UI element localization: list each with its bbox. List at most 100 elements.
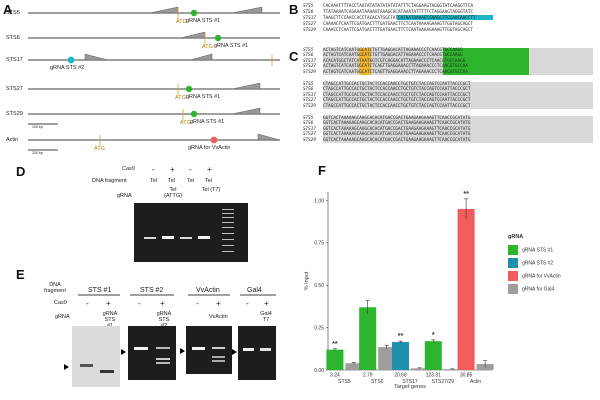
gene-name-sts5: STS5 xyxy=(6,10,20,16)
gene-name-sts17: STS17 xyxy=(6,57,23,63)
c3-row-sts5: STS5 GGTCACTAAAAAGCAAGCACACATGACCGACTGAAG… xyxy=(303,116,471,121)
c2-row-sts6: STS6 CTAGCCATTGCCACTGCTACTCCACCAACCTGCTGT… xyxy=(303,87,471,93)
gel-d xyxy=(134,203,248,262)
grna-target-dot xyxy=(190,9,198,17)
c3-row-sts6: STS6 GGTCACTAAAAAGCAAGCACACATGACCGACTGAAG… xyxy=(303,121,471,127)
gene-name-sts29: STS29 xyxy=(6,111,23,117)
y-tick-label: 0.25 xyxy=(314,325,324,331)
gene-row-actin xyxy=(28,133,281,146)
gene-row-sts29 xyxy=(28,107,280,120)
gel-band xyxy=(144,237,156,239)
c3-row-sts27: STS27 GGTCACTAAAAAGCAAGCACACATGACCGACTGAA… xyxy=(303,132,471,138)
legend-swatch xyxy=(508,271,518,281)
gene-name-sts27: STS27 xyxy=(6,86,23,92)
gel-band xyxy=(212,356,225,358)
gel-e3 xyxy=(186,326,232,374)
e-group3-underline xyxy=(188,294,230,296)
panel-letter-d: D xyxy=(16,164,26,179)
d-grna-lane4: Tel (T7) xyxy=(201,187,221,193)
bar-sts6-1 xyxy=(378,347,396,370)
band-arrow-icon xyxy=(64,364,69,370)
align-row-sts27: STS27 CAAAACTCAATTCGATGACTTTGATGAACTTCTCA… xyxy=(303,22,474,27)
e-group3-plus: + xyxy=(216,299,221,308)
bar-sts17-0 xyxy=(392,342,409,370)
legend-swatch xyxy=(508,284,518,294)
bar-sts5-0 xyxy=(326,349,344,370)
x-tick-label: STS17 xyxy=(402,379,418,385)
gel-e1 xyxy=(72,326,120,387)
gel-band xyxy=(80,364,93,367)
grna-label-sts17: gRNA STS #2 xyxy=(50,65,85,71)
align-row-sts6: STS6 TTATAAAATCAGAAATAAAAATAAAGCACATAAATA… xyxy=(303,10,474,15)
grna-highlight xyxy=(443,48,529,75)
gene-name-sts6: STS6 xyxy=(6,35,20,41)
c2-row-sts27: STS27 CTAGCCATTGCCACTGCTACTCCACCAACCTGCTG… xyxy=(303,98,471,104)
grna-highlight xyxy=(397,15,493,20)
y-tick-label: 0.50 xyxy=(314,283,324,289)
e-group3-grna: VvActin xyxy=(209,314,228,320)
c3-row-sts29: STS29 GGTCACTAAAAAGCAAGCACACATGACCGACTGAA… xyxy=(303,137,471,143)
gel-band xyxy=(162,236,174,239)
atg-label: ATG xyxy=(94,146,105,152)
promoter-arrow-icon xyxy=(84,53,109,61)
gel-e2 xyxy=(128,326,176,380)
d-dna-lane3: Tel xyxy=(187,178,195,184)
promoter-arrow-icon xyxy=(231,6,263,14)
legend-label: gRNA STS #1 xyxy=(522,248,553,254)
bar-sts6-0 xyxy=(359,307,377,370)
d-dna-label: DNA fragment xyxy=(92,178,127,184)
gel-band xyxy=(156,347,170,349)
panel-letter-f: F xyxy=(318,163,326,178)
gel-band xyxy=(192,347,205,350)
grna-target-dot xyxy=(214,34,222,42)
align-row-sts17: STS17 TAAGCTTCCAACCACCTACACATGGCTATCATAAT… xyxy=(303,16,476,21)
gel-band xyxy=(243,348,254,351)
y-axis-label: % Input xyxy=(304,271,310,290)
grna-label-sts6: gRNA STS #1 xyxy=(214,43,249,49)
conserved-highlight xyxy=(323,116,593,143)
legend-label: gRNA for VvActin xyxy=(522,274,561,280)
e-group2-plus: + xyxy=(160,299,165,308)
bar-number-label: 20.68 xyxy=(394,373,407,379)
bar-number-label: 30.85 xyxy=(460,373,473,379)
d-cas9-lane1: - xyxy=(152,165,155,174)
gene-name-actin: Actin xyxy=(6,137,19,143)
c1-row-sts17: STS17 ACACATGGCTATCATAATGGTCGTCAGGACATTAG… xyxy=(303,58,466,64)
c1-row-sts29: STS29 ACTAGTCATCAATGGCATCTCAGTTGAGGAAACCT… xyxy=(303,69,468,75)
scale-label-100bp: 100 bp xyxy=(32,125,43,129)
y-tick-label: 0.00 xyxy=(314,368,324,374)
promoter-arrow-icon xyxy=(179,31,206,39)
panel-letter-a: A xyxy=(3,2,13,17)
significance-label: * xyxy=(432,332,435,339)
legend-label: gRNA for Gal4 xyxy=(522,287,554,293)
gel-d-bands xyxy=(144,209,234,252)
atg-label: ATG xyxy=(180,120,191,126)
grna-target-dot xyxy=(210,136,218,144)
bar-sts5-1 xyxy=(345,363,363,370)
grna-label-sts27: gRNA STS #1 xyxy=(186,94,221,100)
promoter-arrow-icon xyxy=(257,133,281,141)
gel-band xyxy=(100,370,114,373)
c3-row-sts17: STS17 GGTCACTAAAAAGCAAGCACACATGACCGACTGAA… xyxy=(303,126,471,132)
c1-row-sts5: STS5 ACTAGTCATCAATGGCATCTGTTGAGGACATTAGAA… xyxy=(303,48,463,53)
e-group4-grna: Gal4 T7 xyxy=(260,311,272,323)
chart-f: 0.00 0.25 0.50 0.75 1.00 % Input Target genes *… xyxy=(304,191,561,390)
bar-sts17-1 xyxy=(411,368,428,370)
align-row-sts29: STS29 CAAACCTCAATTCGATGACTTTGATGAACTTCTCA… xyxy=(303,28,474,33)
e-group1-title: STS #1 xyxy=(88,287,112,294)
x-axis-label: Target genes xyxy=(394,384,426,390)
gel-band xyxy=(156,358,170,360)
panel-letter-e: E xyxy=(16,267,25,282)
grna-label-sts29: gRNA STS #1 xyxy=(190,119,225,125)
d-cas9-label: Cas9 xyxy=(122,166,135,172)
legend-title: gRNA xyxy=(508,234,523,240)
legend-swatch xyxy=(508,245,518,255)
gel-e3-bands xyxy=(192,347,225,362)
promoter-arrow-icon xyxy=(189,53,213,61)
e-dna-label: DNA fragment xyxy=(44,282,66,294)
significance-label: ** xyxy=(332,341,338,348)
band-arrow-icon xyxy=(232,349,237,355)
c1-row-sts27: STS27 ACTAGTCATCAATGGCATCTCAGTTGAGGAAACCT… xyxy=(303,64,468,70)
grna-label-sts5: gRNA STS #1 xyxy=(186,18,221,24)
panel-letter-b: B xyxy=(289,2,299,17)
